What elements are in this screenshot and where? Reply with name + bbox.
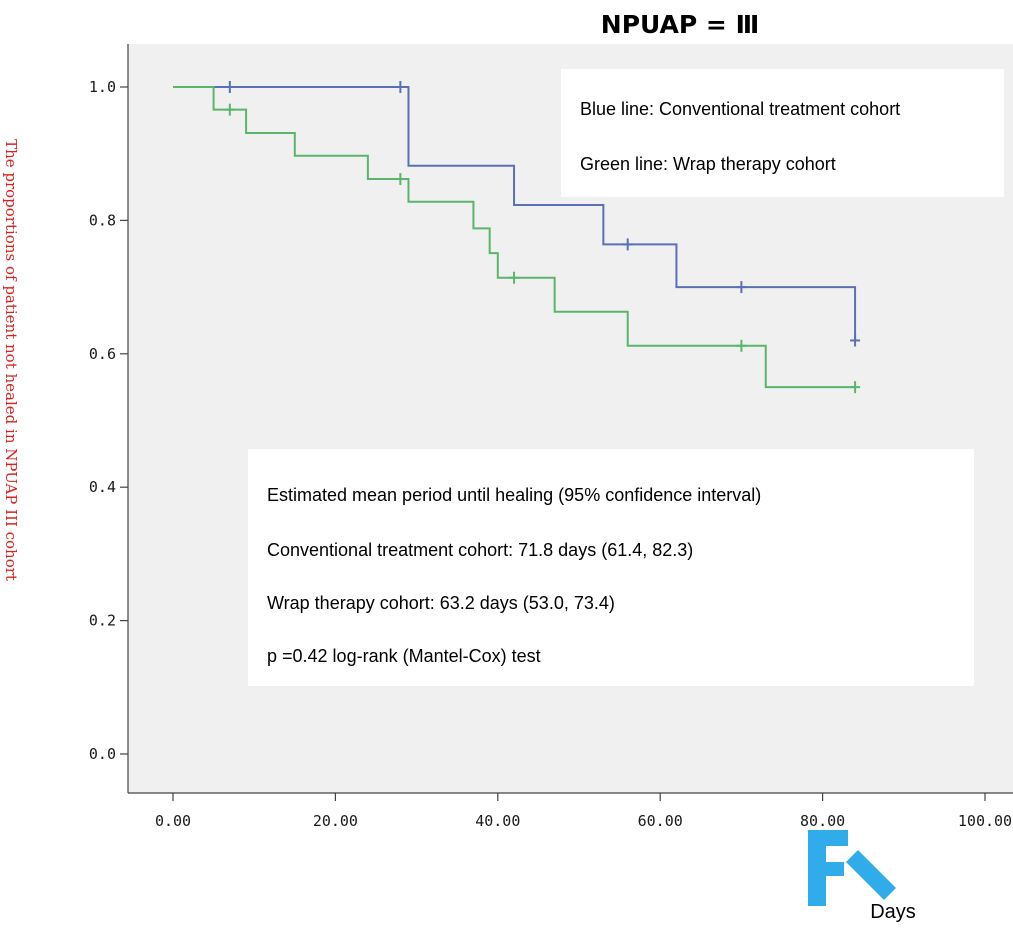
annotation-line-heading: Estimated mean period until healing (95%… — [267, 485, 761, 505]
censor-mark-wrap-2 — [509, 271, 520, 284]
y-tick-label-2: 0.4 — [89, 478, 116, 496]
series-line-wrap — [173, 86, 856, 389]
y-tick-label-0: 0.0 — [89, 745, 116, 763]
chart-title: NPUAP = Ⅲ — [601, 10, 759, 39]
x-ticks: 0.00 20.00 40.00 60.00 80.00 100.00 — [155, 793, 1012, 830]
censor-mark-conventional-3 — [736, 281, 747, 294]
x-tick-label-2: 40.00 — [475, 812, 520, 830]
censor-mark-wrap-1 — [395, 173, 406, 186]
legend-line-wrap: Green line: Wrap therapy cohort — [580, 154, 836, 174]
legend-line-conventional: Blue line: Conventional treatment cohort — [580, 99, 900, 119]
censor-mark-conventional-1 — [395, 81, 406, 93]
annotation-line-wrap: Wrap therapy cohort: 63.2 days (53.0, 73… — [267, 593, 615, 613]
censor-marks — [224, 81, 861, 394]
y-ticks: 0.0 0.2 0.4 0.6 0.8 1.0 — [89, 78, 128, 763]
censor-mark-wrap-0 — [224, 103, 235, 116]
y-tick-label-3: 0.6 — [89, 345, 116, 363]
legend-box — [561, 69, 1004, 197]
annotation-box — [248, 449, 974, 686]
annotation-line-pvalue: p =0.42 log-rank (Mantel-Cox) test — [267, 646, 541, 666]
x-tick-label-4: 80.00 — [800, 812, 845, 830]
censor-mark-wrap-3 — [736, 339, 747, 352]
x-axis-label: Days — [870, 901, 916, 923]
x-tick-label-3: 60.00 — [638, 812, 683, 830]
censor-mark-wrap-4 — [850, 381, 861, 394]
y-tick-label-4: 0.8 — [89, 211, 116, 229]
censor-mark-conventional-4 — [850, 334, 861, 347]
y-tick-label-5: 1.0 — [89, 78, 116, 96]
x-tick-label-0: 0.00 — [155, 812, 191, 830]
series-line-conventional — [173, 86, 857, 341]
x-tick-label-5: 100.00 — [958, 812, 1012, 830]
annotation-line-conventional: Conventional treatment cohort: 71.8 days… — [267, 540, 693, 560]
series-lines — [173, 86, 857, 389]
y-tick-label-1: 0.2 — [89, 612, 116, 630]
x-tick-label-1: 20.00 — [313, 812, 358, 830]
censor-mark-conventional-2 — [622, 238, 633, 251]
y-axis-label: The proportions of patient not healed in… — [2, 139, 20, 581]
censor-mark-conventional-0 — [224, 81, 235, 93]
